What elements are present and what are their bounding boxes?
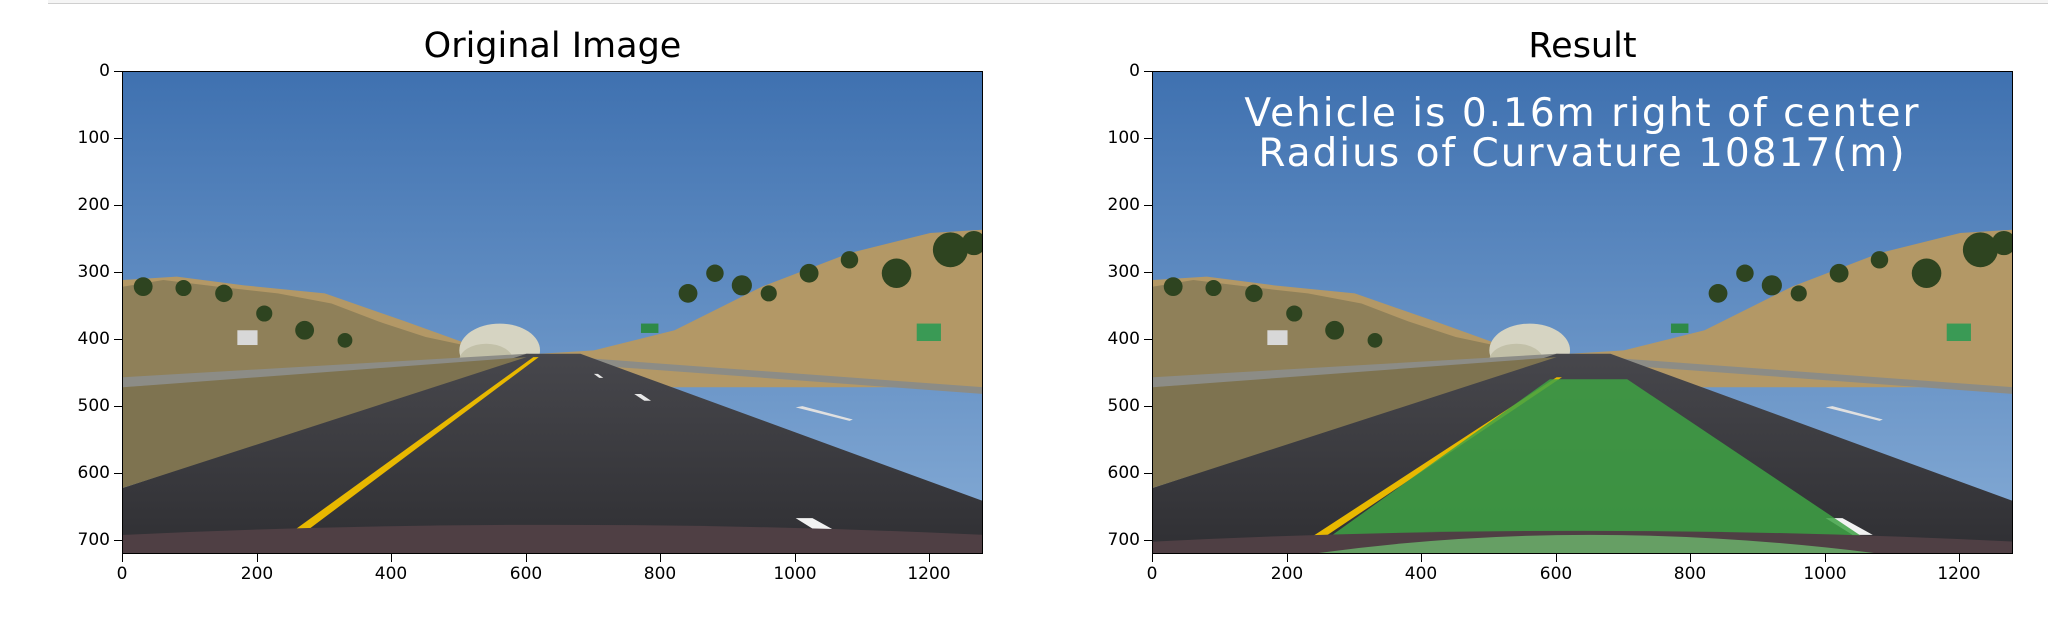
panel-title-result: Result (1528, 26, 1637, 66)
y-tick-label: 400 (1107, 329, 1140, 349)
notebook-cell-border (48, 0, 2048, 4)
offset-readout: Vehicle is 0.16m right of center (1244, 91, 1921, 136)
y-tick-label: 200 (1107, 195, 1140, 215)
y-tick-label: 400 (77, 329, 110, 349)
y-tick-label: 200 (77, 195, 110, 215)
x-tick-label: 200 (1270, 564, 1304, 584)
x-tick-label: 0 (116, 564, 128, 584)
y-tick-label: 300 (1107, 262, 1140, 282)
x-tick-label: 0 (1146, 564, 1158, 584)
x-tick-label: 400 (374, 564, 408, 584)
y-tick-label: 500 (1107, 396, 1140, 416)
curvature-readout: Radius of Curvature 10817(m) (1258, 131, 1907, 176)
x-tick-label: 200 (240, 564, 274, 584)
x-tick-label: 800 (643, 564, 677, 584)
y-tick-label: 500 (77, 396, 110, 416)
x-tick-label: 600 (1539, 564, 1573, 584)
x-tick-label: 400 (1404, 564, 1438, 584)
road-photo-original (123, 72, 982, 553)
road-photo-result (1153, 72, 2012, 553)
x-tick-label: 800 (1673, 564, 1707, 584)
x-tick-label: 1000 (1803, 564, 1847, 584)
lane-overlay (1307, 379, 1887, 553)
y-tick-label: 600 (77, 463, 110, 483)
panel-title-original: Original Image (423, 26, 682, 66)
y-tick-label: 600 (1107, 463, 1140, 483)
y-tick-label: 700 (1107, 530, 1140, 550)
axes-original (122, 71, 983, 554)
x-tick-label: 600 (509, 564, 543, 584)
x-tick-label: 1000 (773, 564, 817, 584)
x-tick-label: 1200 (907, 564, 951, 584)
y-tick-label: 700 (77, 530, 110, 550)
y-tick-label: 100 (1107, 128, 1140, 148)
y-tick-label: 300 (77, 262, 110, 282)
y-tick-label: 100 (77, 128, 110, 148)
y-tick-label: 0 (99, 61, 110, 81)
x-tick-label: 1200 (1937, 564, 1981, 584)
axes-result: Vehicle is 0.16m right of center Radius … (1152, 71, 2013, 554)
y-tick-label: 0 (1129, 61, 1140, 81)
